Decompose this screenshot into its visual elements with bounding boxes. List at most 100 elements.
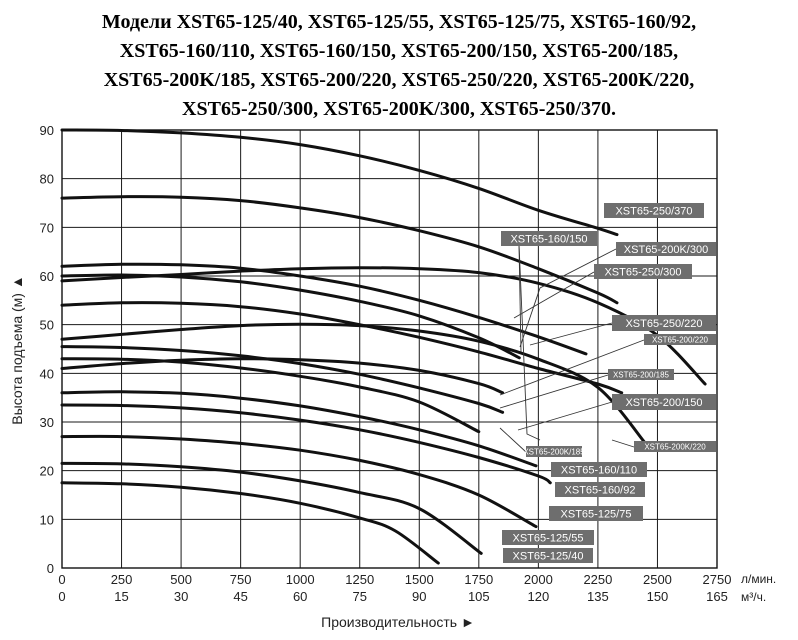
- series-line: [60, 195, 619, 305]
- x-tick-label-bottom: 0: [58, 589, 65, 604]
- x-tick-label-bottom: 45: [233, 589, 247, 604]
- series-line: [60, 434, 538, 529]
- title-line: XST65-200K/185, XST65-200/220, XST65-250…: [103, 69, 695, 91]
- series-label-box: [644, 334, 716, 345]
- x-tick-label-top: 2250: [583, 572, 612, 587]
- y-tick-label: 70: [40, 220, 54, 235]
- series-line: [60, 461, 483, 555]
- x-tick-label-bottom: 165: [706, 589, 728, 604]
- series-label-box: [549, 506, 643, 521]
- series-label: XST65-250/300: [604, 266, 681, 278]
- series-label: XST65-200/220: [652, 335, 709, 344]
- series-label: XST65-160/150: [510, 233, 587, 245]
- leader-line: [519, 248, 617, 348]
- series-line: [60, 403, 552, 485]
- y-axis-label: Высота подъема (м) ▲: [9, 275, 25, 424]
- x-tick-label-top: 750: [230, 572, 252, 587]
- series-label-box: [612, 394, 716, 410]
- series-line: [60, 357, 505, 395]
- x-tick-label-top: 500: [170, 572, 192, 587]
- x-tick-label-top: 2000: [524, 572, 553, 587]
- x-unit-bottom: м³/ч.: [741, 590, 766, 604]
- series-label: XST65-200K/220: [644, 442, 706, 451]
- title-line: XST65-250/300, XST65-200K/300, XST65-250…: [182, 98, 616, 120]
- x-tick-label-top: 1000: [286, 572, 315, 587]
- x-tick-label-bottom: 120: [528, 589, 550, 604]
- series-line: [60, 128, 619, 237]
- x-tick-label-top: 250: [111, 572, 133, 587]
- series-line: [60, 345, 505, 414]
- series-label: XST65-200K/300: [624, 244, 708, 256]
- x-tick-label-top: 2750: [703, 572, 732, 587]
- series-label-box: [608, 369, 674, 380]
- leader-line: [518, 243, 541, 441]
- x-tick-label-bottom: 60: [293, 589, 307, 604]
- x-tick-label-top: 1500: [405, 572, 434, 587]
- x-axis-label: Производительность ►: [321, 614, 475, 630]
- y-tick-label: 30: [40, 415, 54, 430]
- leader-line: [513, 271, 595, 319]
- title-line: Модели XST65-125/40, XST65-125/55, XST65…: [101, 11, 697, 33]
- leader-line: [499, 339, 645, 396]
- x-unit-top: л/мин.: [741, 572, 776, 586]
- plot-frame: [61, 129, 718, 569]
- leader-line: [611, 439, 635, 448]
- series-label: XST65-160/92: [565, 484, 636, 496]
- y-tick-label: 90: [40, 123, 54, 138]
- series-line: [60, 357, 481, 434]
- series-label: XST65-125/55: [513, 532, 584, 544]
- y-tick-label: 10: [40, 512, 54, 527]
- x-tick-label-bottom: 135: [587, 589, 609, 604]
- leader-line: [529, 322, 613, 346]
- y-tick-label: 40: [40, 366, 54, 381]
- series-label-box: [502, 530, 594, 545]
- series-label: XST65-250/220: [625, 318, 702, 330]
- leader-line: [517, 401, 613, 431]
- series-label: XST65-125/75: [561, 508, 632, 520]
- title-line: XST65-160/110, XST65-160/150, XST65-200/…: [119, 40, 679, 62]
- y-tick-label: 50: [40, 318, 54, 333]
- curves: [60, 128, 707, 565]
- y-tick-label: 80: [40, 172, 54, 187]
- leader-line: [499, 427, 527, 453]
- leader-lines: [499, 243, 645, 453]
- x-tick-label-bottom: 75: [352, 589, 366, 604]
- series-label: XST65-160/110: [561, 464, 637, 476]
- x-tick-label-top: 1750: [464, 572, 493, 587]
- series-label: XST65-125/40: [513, 550, 584, 562]
- x-tick-label-bottom: 30: [174, 589, 188, 604]
- tick-labels: 0025015500307504510006012507515009017501…: [40, 123, 732, 604]
- series-line: [60, 262, 588, 356]
- y-tick-label: 0: [47, 561, 54, 576]
- x-tick-label-bottom: 90: [412, 589, 426, 604]
- series-label-box: [604, 203, 704, 218]
- x-tick-label-bottom: 150: [647, 589, 669, 604]
- series-line: [60, 266, 707, 386]
- x-tick-label-top: 1250: [345, 572, 374, 587]
- series-line: [60, 481, 440, 565]
- y-tick-label: 60: [40, 269, 54, 284]
- series-label-box: [551, 462, 647, 477]
- x-tick-label-bottom: 15: [114, 589, 128, 604]
- series-label-box: [555, 482, 645, 497]
- series-label-box: [526, 446, 582, 457]
- x-tick-label-bottom: 105: [468, 589, 490, 604]
- series-label-box: [594, 264, 692, 279]
- curve-labels: XST65-250/370 XST65-160/150 XST65-200K/300…: [501, 203, 716, 563]
- series-label-box: [634, 441, 716, 452]
- leader-line: [499, 374, 609, 409]
- series-line: [60, 273, 521, 360]
- series-label: XST65-250/370: [615, 205, 692, 217]
- chart-title: Модели XST65-125/40, XST65-125/55, XST65…: [0, 8, 798, 124]
- series-label-box: [503, 548, 593, 563]
- x-tick-label-top: 0: [58, 572, 65, 587]
- y-tick-label: 20: [40, 464, 54, 479]
- series-label-box: [612, 315, 716, 331]
- series-label: XST65-200/150: [625, 397, 702, 409]
- series-label-box: [616, 242, 716, 256]
- series-line: [60, 322, 647, 445]
- grid: [61, 129, 718, 569]
- series-label-box: [501, 231, 597, 246]
- series-label: XST65-200/185: [613, 370, 670, 379]
